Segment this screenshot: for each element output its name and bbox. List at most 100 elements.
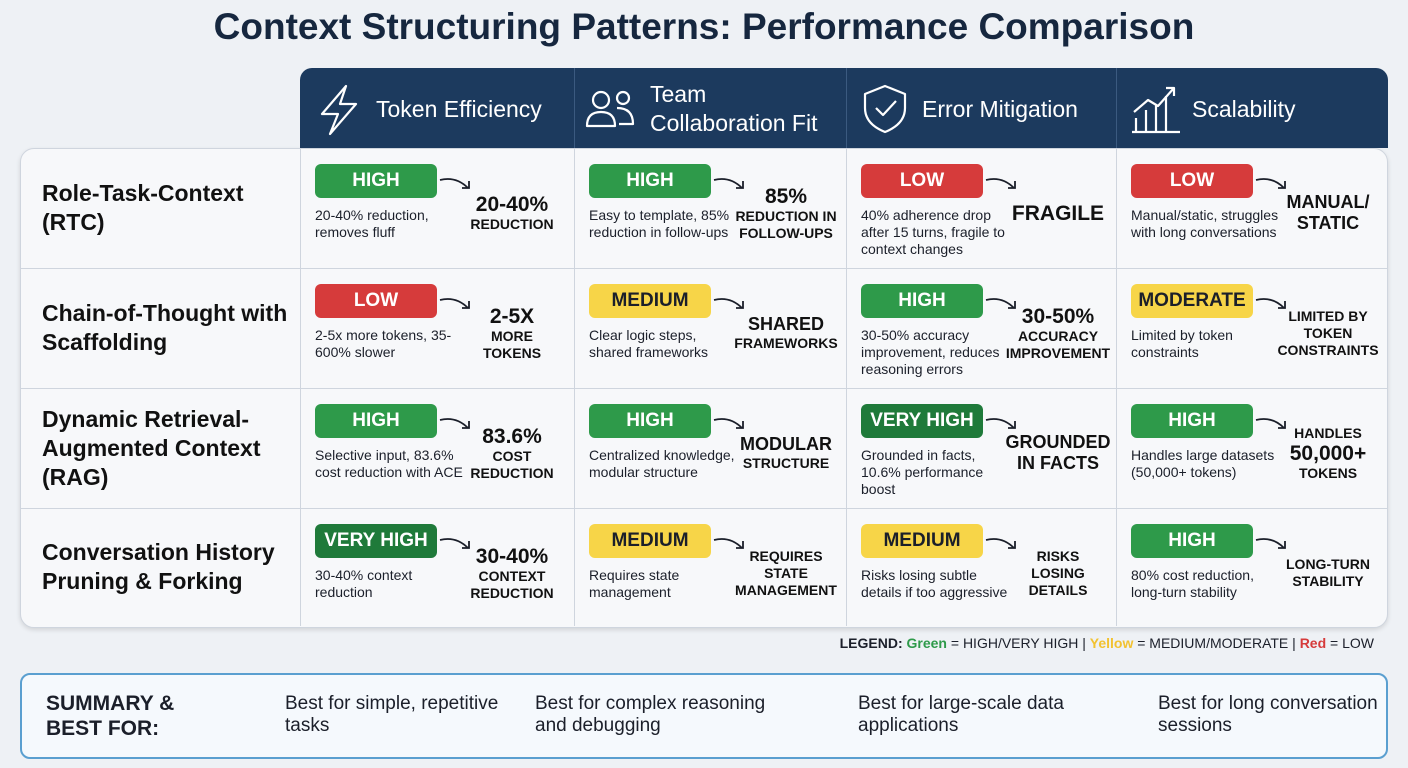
header-divider [846, 68, 847, 148]
highlight-line: GROUNDED [1005, 432, 1111, 452]
growth-icon [1132, 86, 1180, 134]
arrow [439, 178, 470, 189]
highlight-line: REDUCTION IN [735, 207, 837, 224]
arrow-path [439, 178, 470, 189]
arrow [1255, 178, 1286, 189]
rating-badge: HIGH [1131, 404, 1253, 438]
description: 2-5x more tokens, 35-600% slower [315, 327, 452, 360]
highlight: GROUNDED IN FACTS [998, 418, 1118, 488]
highlight: MODULAR STRUCTURE [726, 418, 846, 488]
row-label: Dynamic Retrieval-Augmented Context (RAG… [42, 405, 261, 490]
summary-item: Best for complex reasoning and debugging [535, 693, 766, 736]
arrow-path [1255, 418, 1286, 429]
highlight-line: CONSTRAINTS [1277, 341, 1379, 358]
description: 30-40% context reduction [315, 567, 413, 600]
arrow [1255, 298, 1286, 309]
highlight: LONG-TURN STABILITY [1268, 538, 1388, 608]
legend-color: Red [1299, 635, 1327, 651]
table-header [300, 68, 1388, 148]
description: 30-50% accuracy improvement, reduces rea… [861, 327, 1000, 377]
arrow [713, 418, 744, 429]
arrow-path [713, 538, 744, 549]
highlight: MANUAL/STATIC [1268, 178, 1388, 248]
highlight-line: FRAGILE [1011, 201, 1105, 225]
rating-badge: HIGH [589, 404, 711, 438]
column-divider [300, 148, 301, 626]
arrow-path [439, 298, 470, 309]
column-divider [846, 148, 847, 626]
highlight-line: 83.6% [482, 424, 542, 448]
row-label: Conversation History Pruning & Forking [42, 539, 275, 594]
rating-badge: LOW [315, 284, 437, 318]
highlight-line: FOLLOW-UPS [739, 224, 833, 241]
highlight: 2-5X MORE TOKENS [452, 298, 572, 368]
highlight-line: STRUCTURE [742, 455, 830, 471]
rating-badge: VERY HIGH [315, 524, 437, 558]
description: 20-40% reduction, removes fluff [315, 207, 429, 240]
description: Limited by token constraints [1131, 327, 1233, 360]
arrow [985, 298, 1016, 309]
highlight: 83.6% COST REDUCTION [452, 418, 572, 488]
rating-badge: HIGH [861, 284, 983, 318]
rating-badge: MEDIUM [861, 524, 983, 558]
arrow [439, 418, 470, 429]
highlight-line: HANDLES [1294, 424, 1362, 441]
highlight-line: LOSING [1031, 564, 1085, 581]
arrow-path [985, 298, 1016, 309]
legend-meaning: = LOW [1330, 635, 1374, 651]
description: Handles large datasets (50,000+ tokens) [1131, 447, 1275, 480]
highlight: LIMITED BY TOKEN CONSTRAINTS [1268, 298, 1388, 368]
legend-meaning: = MEDIUM/MODERATE [1137, 635, 1289, 651]
highlight: REQUIRES STATE MANAGEMENT [726, 538, 846, 608]
arrow [439, 538, 470, 549]
highlight-line: 20-40% [475, 193, 549, 216]
description: 40% adherence drop after 15 turns, fragi… [861, 207, 1005, 257]
arrow-path [985, 538, 1016, 549]
arrow-path [713, 298, 744, 309]
highlight: 85% REDUCTION IN FOLLOW-UPS [726, 178, 846, 248]
highlight-line: REDUCTION [470, 584, 554, 601]
row-divider [21, 508, 1387, 509]
arrow-path [1255, 178, 1286, 189]
description: Selective input, 83.6% cost reduction wi… [315, 447, 463, 480]
highlight-line: 30-50% [1021, 304, 1095, 328]
highlight-line: REQUIRES [749, 547, 823, 564]
highlight-line: SHARED [747, 314, 824, 334]
arrow [985, 418, 1016, 429]
highlight-line: REDUCTION [470, 464, 554, 481]
highlight: RISKS LOSING DETAILS [998, 538, 1118, 608]
arrow-path [985, 178, 1016, 189]
highlight-line: RISKS [1036, 547, 1080, 564]
shield-icon [863, 84, 907, 134]
description: Centralized knowledge, modular structure [589, 447, 735, 480]
highlight: FRAGILE [998, 178, 1118, 248]
highlight-line: 50,000+ [1289, 441, 1367, 465]
legend: LEGEND: Green = HIGH/VERY HIGH | Yellow … [840, 635, 1374, 651]
arrow [985, 538, 1016, 549]
highlight-line: STATIC [1296, 213, 1360, 233]
rating-badge: LOW [861, 164, 983, 198]
column-header-text: Scalability [1192, 95, 1296, 122]
legend-color: Yellow [1089, 635, 1134, 651]
legend-color: Green [906, 635, 947, 651]
legend-separator: | [1292, 635, 1296, 651]
bolt-icon [320, 84, 358, 136]
highlight-line: MODULAR [740, 434, 832, 454]
rating-badge: LOW [1131, 164, 1253, 198]
arrow-path [439, 538, 470, 549]
highlight-line: 85% [764, 184, 808, 208]
highlight-line: 2-5X [489, 304, 535, 328]
rating-badge: HIGH [1131, 524, 1253, 558]
row-label: Chain-of-Thought with Scaffolding [42, 300, 288, 355]
summary-item: Best for large-scale data applications [858, 693, 1064, 736]
arrow [713, 178, 744, 189]
arrow-path [439, 418, 470, 429]
legend-meaning: = HIGH/VERY HIGH [950, 635, 1079, 651]
rating-badge: HIGH [315, 164, 437, 198]
highlight-line: MORE [491, 327, 533, 344]
arrow-path [985, 418, 1016, 429]
rating-badge: MEDIUM [589, 284, 711, 318]
column-header: Team Collaboration Fit [650, 80, 840, 138]
highlight-line: FRAMEWORKS [734, 335, 838, 351]
arrow-path [713, 178, 744, 189]
